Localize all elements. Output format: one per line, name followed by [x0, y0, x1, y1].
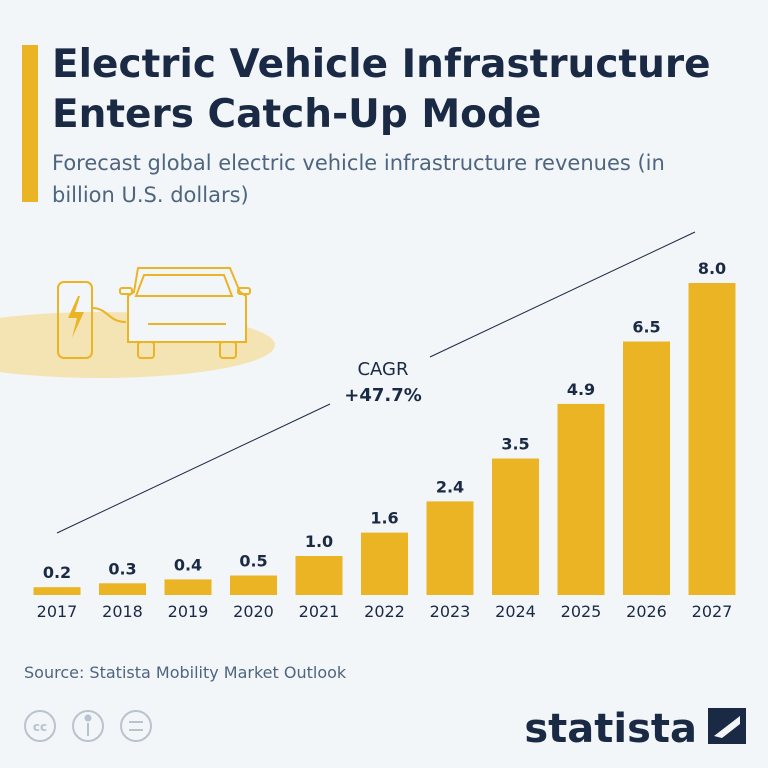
bar	[492, 458, 539, 595]
annotation: CAGR	[357, 359, 408, 380]
accent-bar	[22, 45, 38, 202]
chart-title: Electric Vehicle Infrastructure Enters C…	[52, 42, 711, 137]
value-label: 8.0	[698, 259, 726, 278]
cc-mark: cc	[33, 720, 47, 734]
trend-line	[429, 231, 696, 358]
x-tick-label: 2027	[692, 602, 733, 621]
source: Source: Statista Mobility Market Outlook	[24, 663, 347, 682]
value-label: 4.9	[567, 380, 595, 399]
value-label: 1.6	[370, 509, 398, 528]
bar	[295, 556, 343, 595]
bar	[33, 587, 81, 595]
x-tick-label: 2021	[299, 602, 340, 621]
license-icons	[24, 710, 152, 742]
x-tick-label: 2022	[364, 602, 405, 621]
bar	[426, 501, 474, 595]
illustration	[0, 267, 275, 378]
bar	[557, 403, 605, 595]
x-tick-label: 2019	[168, 602, 209, 621]
brand-icon	[708, 708, 746, 744]
annotation: +47.7%	[344, 385, 422, 406]
value-label: 2.4	[436, 477, 464, 496]
value-label: 0.2	[43, 563, 71, 582]
bar	[361, 532, 408, 595]
chart-subtitle: Forecast global electric vehicle infrast…	[52, 151, 665, 207]
bar	[164, 579, 212, 595]
value-label: 0.3	[108, 559, 136, 578]
bar	[688, 283, 736, 595]
x-tick-label: 2018	[102, 602, 143, 621]
trend-line	[56, 403, 331, 534]
value-label: 3.5	[501, 435, 529, 454]
x-tick-label: 2020	[233, 602, 274, 621]
bar	[99, 583, 146, 595]
value-label: 6.5	[632, 318, 660, 337]
x-tick-label: 2017	[37, 602, 78, 621]
value-label: 0.5	[239, 552, 267, 571]
value-label: 0.4	[174, 555, 202, 574]
x-tick-label: 2025	[561, 602, 602, 621]
x-tick-label: 2023	[430, 602, 471, 621]
bar	[230, 575, 277, 595]
x-tick-label: 2024	[495, 602, 536, 621]
value-label: 1.0	[305, 532, 333, 551]
x-tick-label: 2026	[626, 602, 667, 621]
brand-logo: statista	[524, 706, 697, 752]
bar	[623, 341, 670, 595]
